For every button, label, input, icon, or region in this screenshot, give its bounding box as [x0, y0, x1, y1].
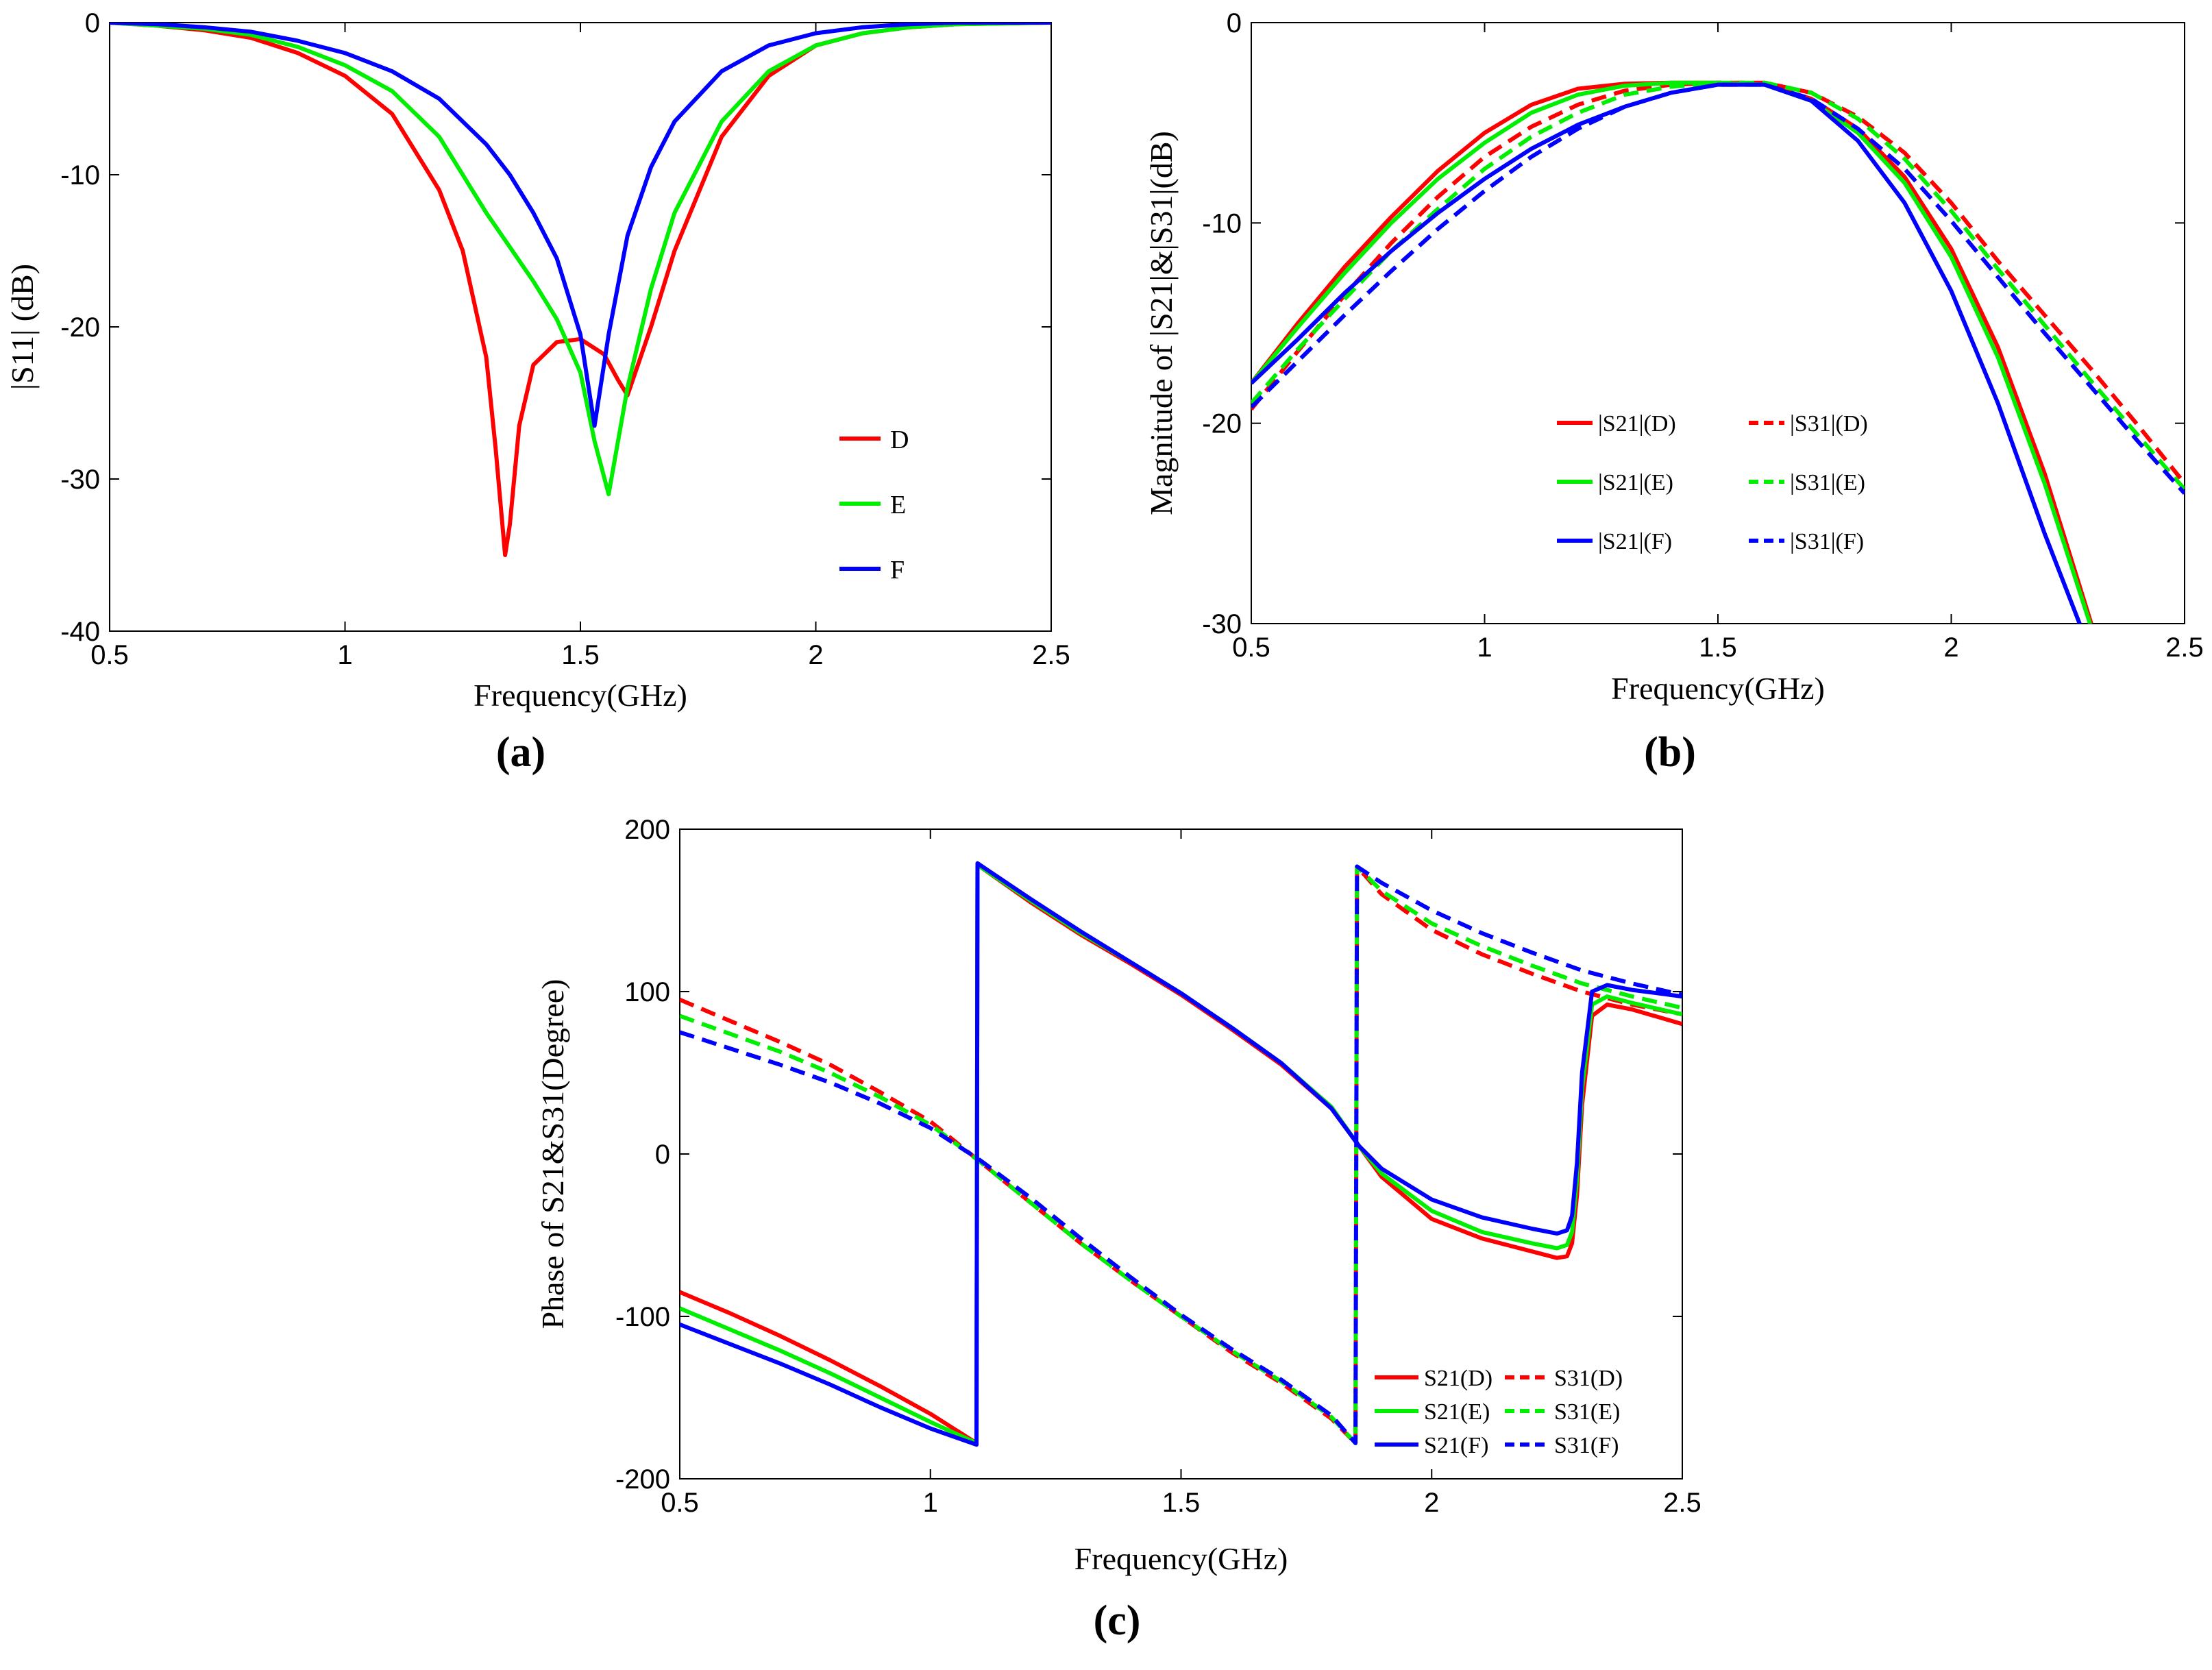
y-tick-label: -10 [60, 160, 100, 191]
x-tick-label: 2 [1943, 633, 1958, 663]
legend-entry: D [890, 426, 909, 454]
series-line-e [110, 23, 1051, 497]
y-tick-label: -200 [615, 1464, 670, 1495]
series-line-d [110, 23, 1051, 557]
series-line-s31-d- [680, 864, 1682, 1445]
plot-frame [679, 828, 1683, 1479]
series-line--s21-f- [1251, 82, 2082, 624]
legend-entry: |S31|(E) [1790, 470, 1865, 495]
panel-label: (b) [1644, 729, 1696, 776]
legend-entry: |S21|(E) [1598, 470, 1673, 495]
series-line-s31-f- [680, 864, 1682, 1445]
panel-label: (c) [1094, 1597, 1141, 1644]
x-tick-label: 0.5 [90, 640, 129, 670]
legend: |S21|(D) |S31|(D) |S21|(E) |S31|(E) |S21|(F)… [1557, 411, 1868, 554]
legend-entry: S21(D) [1424, 1366, 1492, 1391]
legend-entry: S31(D) [1554, 1366, 1623, 1391]
series-group [110, 23, 1051, 557]
legend-entry: S31(F) [1554, 1433, 1619, 1458]
series-line-f [110, 23, 1051, 428]
x-tick-label: 1 [1477, 633, 1492, 663]
x-tick-label: 2.5 [2165, 633, 2204, 663]
plot-frame [109, 22, 1052, 632]
x-tick-label: 2 [1424, 1488, 1439, 1518]
x-tick-label: 1 [923, 1488, 938, 1518]
legend-entry: S21(E) [1424, 1399, 1490, 1425]
x-tick-label: 1.5 [1162, 1488, 1201, 1518]
chart-c: 0.5 1 1.5 2 2.5 200 100 0 -100 -200 Frequency(GHz)… [535, 815, 1701, 1644]
legend-entry: |S21|(F) [1598, 529, 1672, 554]
x-tick-label: 2.5 [1032, 640, 1070, 670]
y-tick-label: 0 [85, 8, 100, 38]
series-line-s31-e- [680, 864, 1682, 1445]
chart-b: 0.5 1 1.5 2 2.5 0 -10 -20 -30 Frequency(GHz) Magni… [1144, 8, 2204, 776]
y-tick-label: 200 [624, 815, 670, 845]
legend: S21(D) S31(D) S21(E) S31(E) S21(F) S31(F) [1375, 1366, 1623, 1458]
x-axis-label: Frequency(GHz) [1074, 1541, 1288, 1576]
y-axis-label: |S11| (dB) [5, 264, 40, 390]
legend-entry: |S31|(F) [1790, 529, 1864, 554]
y-tick-label: -100 [615, 1302, 670, 1332]
x-axis-label: Frequency(GHz) [474, 678, 687, 713]
y-tick-label: -40 [60, 617, 100, 647]
x-tick-label: 2.5 [1663, 1488, 1701, 1518]
x-tick-label: 1.5 [1699, 633, 1737, 663]
x-tick-label: 2 [808, 640, 823, 670]
y-tick-label: -20 [1202, 409, 1242, 439]
y-tick-label: 0 [1227, 8, 1242, 38]
legend-entry: F [890, 556, 905, 585]
y-tick-label: -20 [60, 312, 100, 343]
x-tick-label: 0.5 [661, 1488, 699, 1518]
x-tick-label: 1.5 [561, 640, 600, 670]
y-axis-label: Phase of S21&S31(Degree) [535, 979, 570, 1329]
x-tick-label: 1 [337, 640, 352, 670]
series-group [680, 861, 1682, 1447]
legend-entry: |S31|(D) [1790, 411, 1868, 437]
y-tick-label: 100 [624, 977, 670, 1007]
series-line-s21-f- [680, 861, 1682, 1447]
legend-entry: |S21|(D) [1598, 411, 1676, 437]
legend: D E F [839, 426, 909, 585]
legend-entry: E [890, 491, 906, 519]
y-tick-label: 0 [655, 1140, 670, 1170]
series-group [1251, 80, 2185, 624]
x-axis-label: Frequency(GHz) [1611, 671, 1825, 706]
y-tick-label: -10 [1202, 208, 1242, 238]
panel-label: (a) [496, 729, 545, 776]
series-line--s21-e- [1251, 80, 2093, 624]
series-line--s31-f- [1251, 82, 2185, 495]
chart-a: 0.5 1 1.5 2 2.5 0 -10 -20 -30 -40 Frequency(GHz) |S… [5, 8, 1070, 776]
legend-entry: S21(F) [1424, 1433, 1488, 1458]
y-tick-label: -30 [60, 465, 100, 495]
x-tick-label: 0.5 [1232, 633, 1270, 663]
plot-frame [1251, 22, 2185, 624]
y-axis-label: Magnitude of |S21|&|S31|(dB) [1144, 131, 1179, 515]
legend-entry: S31(E) [1554, 1399, 1620, 1425]
y-tick-label: -30 [1202, 609, 1242, 639]
